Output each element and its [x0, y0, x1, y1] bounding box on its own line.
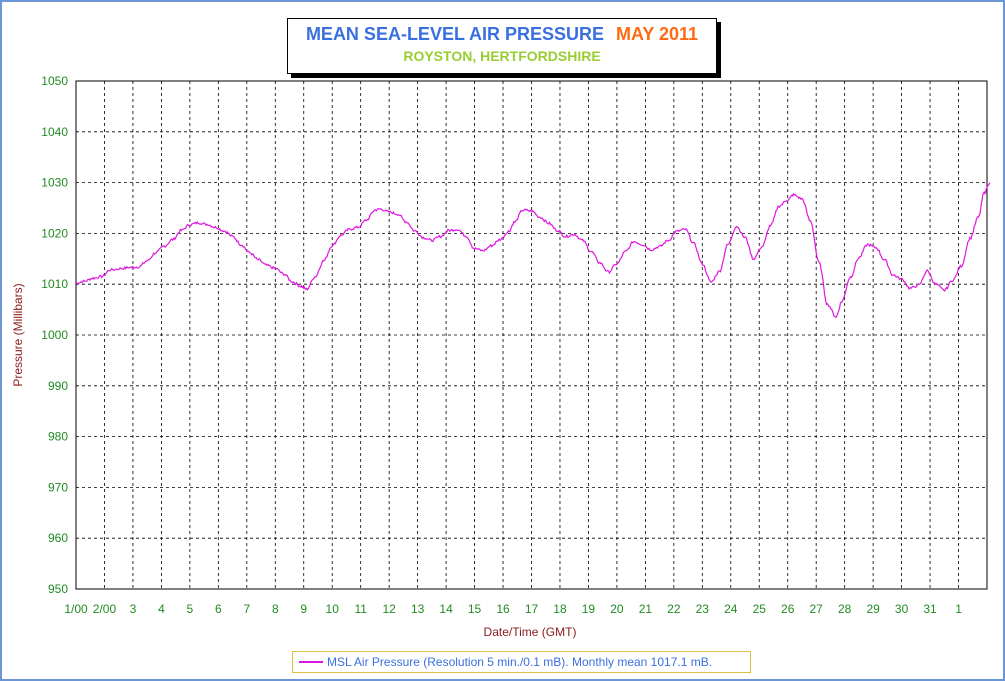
x-tick-label: 28: [838, 602, 852, 616]
y-tick-label: 1040: [41, 125, 68, 139]
chart-subtitle-location: ROYSTON, HERTFORDSHIRE: [403, 48, 601, 64]
x-tick-label: 25: [753, 602, 767, 616]
x-tick-label: 22: [667, 602, 681, 616]
x-tick-label: 11: [354, 602, 367, 616]
x-tick-label: 24: [724, 602, 738, 616]
x-tick-label: 17: [525, 602, 539, 616]
y-tick-label: 950: [48, 582, 68, 596]
x-tick-label: 3: [130, 602, 137, 616]
x-tick-label: 4: [158, 602, 165, 616]
x-tick-label: 13: [411, 602, 425, 616]
legend: MSL Air Pressure (Resolution 5 min./0.1 …: [292, 651, 751, 673]
x-tick-label: 7: [243, 602, 250, 616]
x-tick-label: 21: [639, 602, 653, 616]
series-line-msl-pressure: [75, 182, 991, 318]
x-tick-label: 18: [553, 602, 567, 616]
y-tick-label: 1050: [41, 74, 68, 88]
x-tick-label: 6: [215, 602, 222, 616]
x-tick-label: 10: [326, 602, 340, 616]
x-tick-label: 14: [439, 602, 453, 616]
grid: [75, 80, 988, 590]
x-tick-labels: 1/00 2/00 3 4 5 6 7 8 9 10 11 12 13 14 15 16 17 18 19 20 21 2…: [64, 602, 962, 616]
y-axis-label: Pressure (Millibars): [11, 283, 25, 386]
chart-title-date: MAY 2011: [615, 24, 699, 44]
x-tick-label: 19: [582, 602, 596, 616]
x-tick-label: 1/00: [64, 602, 88, 616]
chart-title: MEAN SEA-LEVEL AIR PRESSURE: [305, 24, 604, 44]
x-tick-label: 26: [781, 602, 795, 616]
legend-label: MSL Air Pressure (Resolution 5 min./0.1 …: [327, 655, 713, 669]
x-tick-label: 15: [468, 602, 482, 616]
y-tick-label: 1020: [41, 226, 68, 240]
x-tick-label: 1: [955, 602, 962, 616]
x-tick-label: 9: [300, 602, 307, 616]
y-tick-label: 980: [48, 430, 68, 444]
x-tick-label: 29: [866, 602, 880, 616]
x-tick-label: 8: [272, 602, 279, 616]
y-tick-label: 1000: [41, 328, 68, 342]
x-tick-label: 16: [496, 602, 510, 616]
x-tick-label: 2/00: [93, 602, 117, 616]
x-tick-label: 23: [696, 602, 710, 616]
y-tick-label: 990: [48, 379, 68, 393]
y-tick-label: 1010: [41, 277, 68, 291]
x-tick-label: 5: [187, 602, 194, 616]
chart-title-box: MEAN SEA-LEVEL AIR PRESSURE MAY 2011 ROYS…: [287, 18, 717, 74]
legend-swatch: [299, 661, 323, 663]
y-tick-label: 970: [48, 480, 68, 494]
y-tick-label: 1030: [41, 176, 68, 190]
y-tick-labels: 950 960 970 980 990 1000 1010 1020 1030 1040 1050: [41, 74, 68, 596]
y-tick-label: 960: [48, 531, 68, 545]
x-tick-label: 31: [923, 602, 937, 616]
x-tick-label: 20: [610, 602, 624, 616]
x-axis-label: Date/Time (GMT): [484, 625, 577, 639]
x-tick-label: 30: [895, 602, 909, 616]
x-tick-label: 12: [382, 602, 396, 616]
x-tick-label: 27: [810, 602, 824, 616]
